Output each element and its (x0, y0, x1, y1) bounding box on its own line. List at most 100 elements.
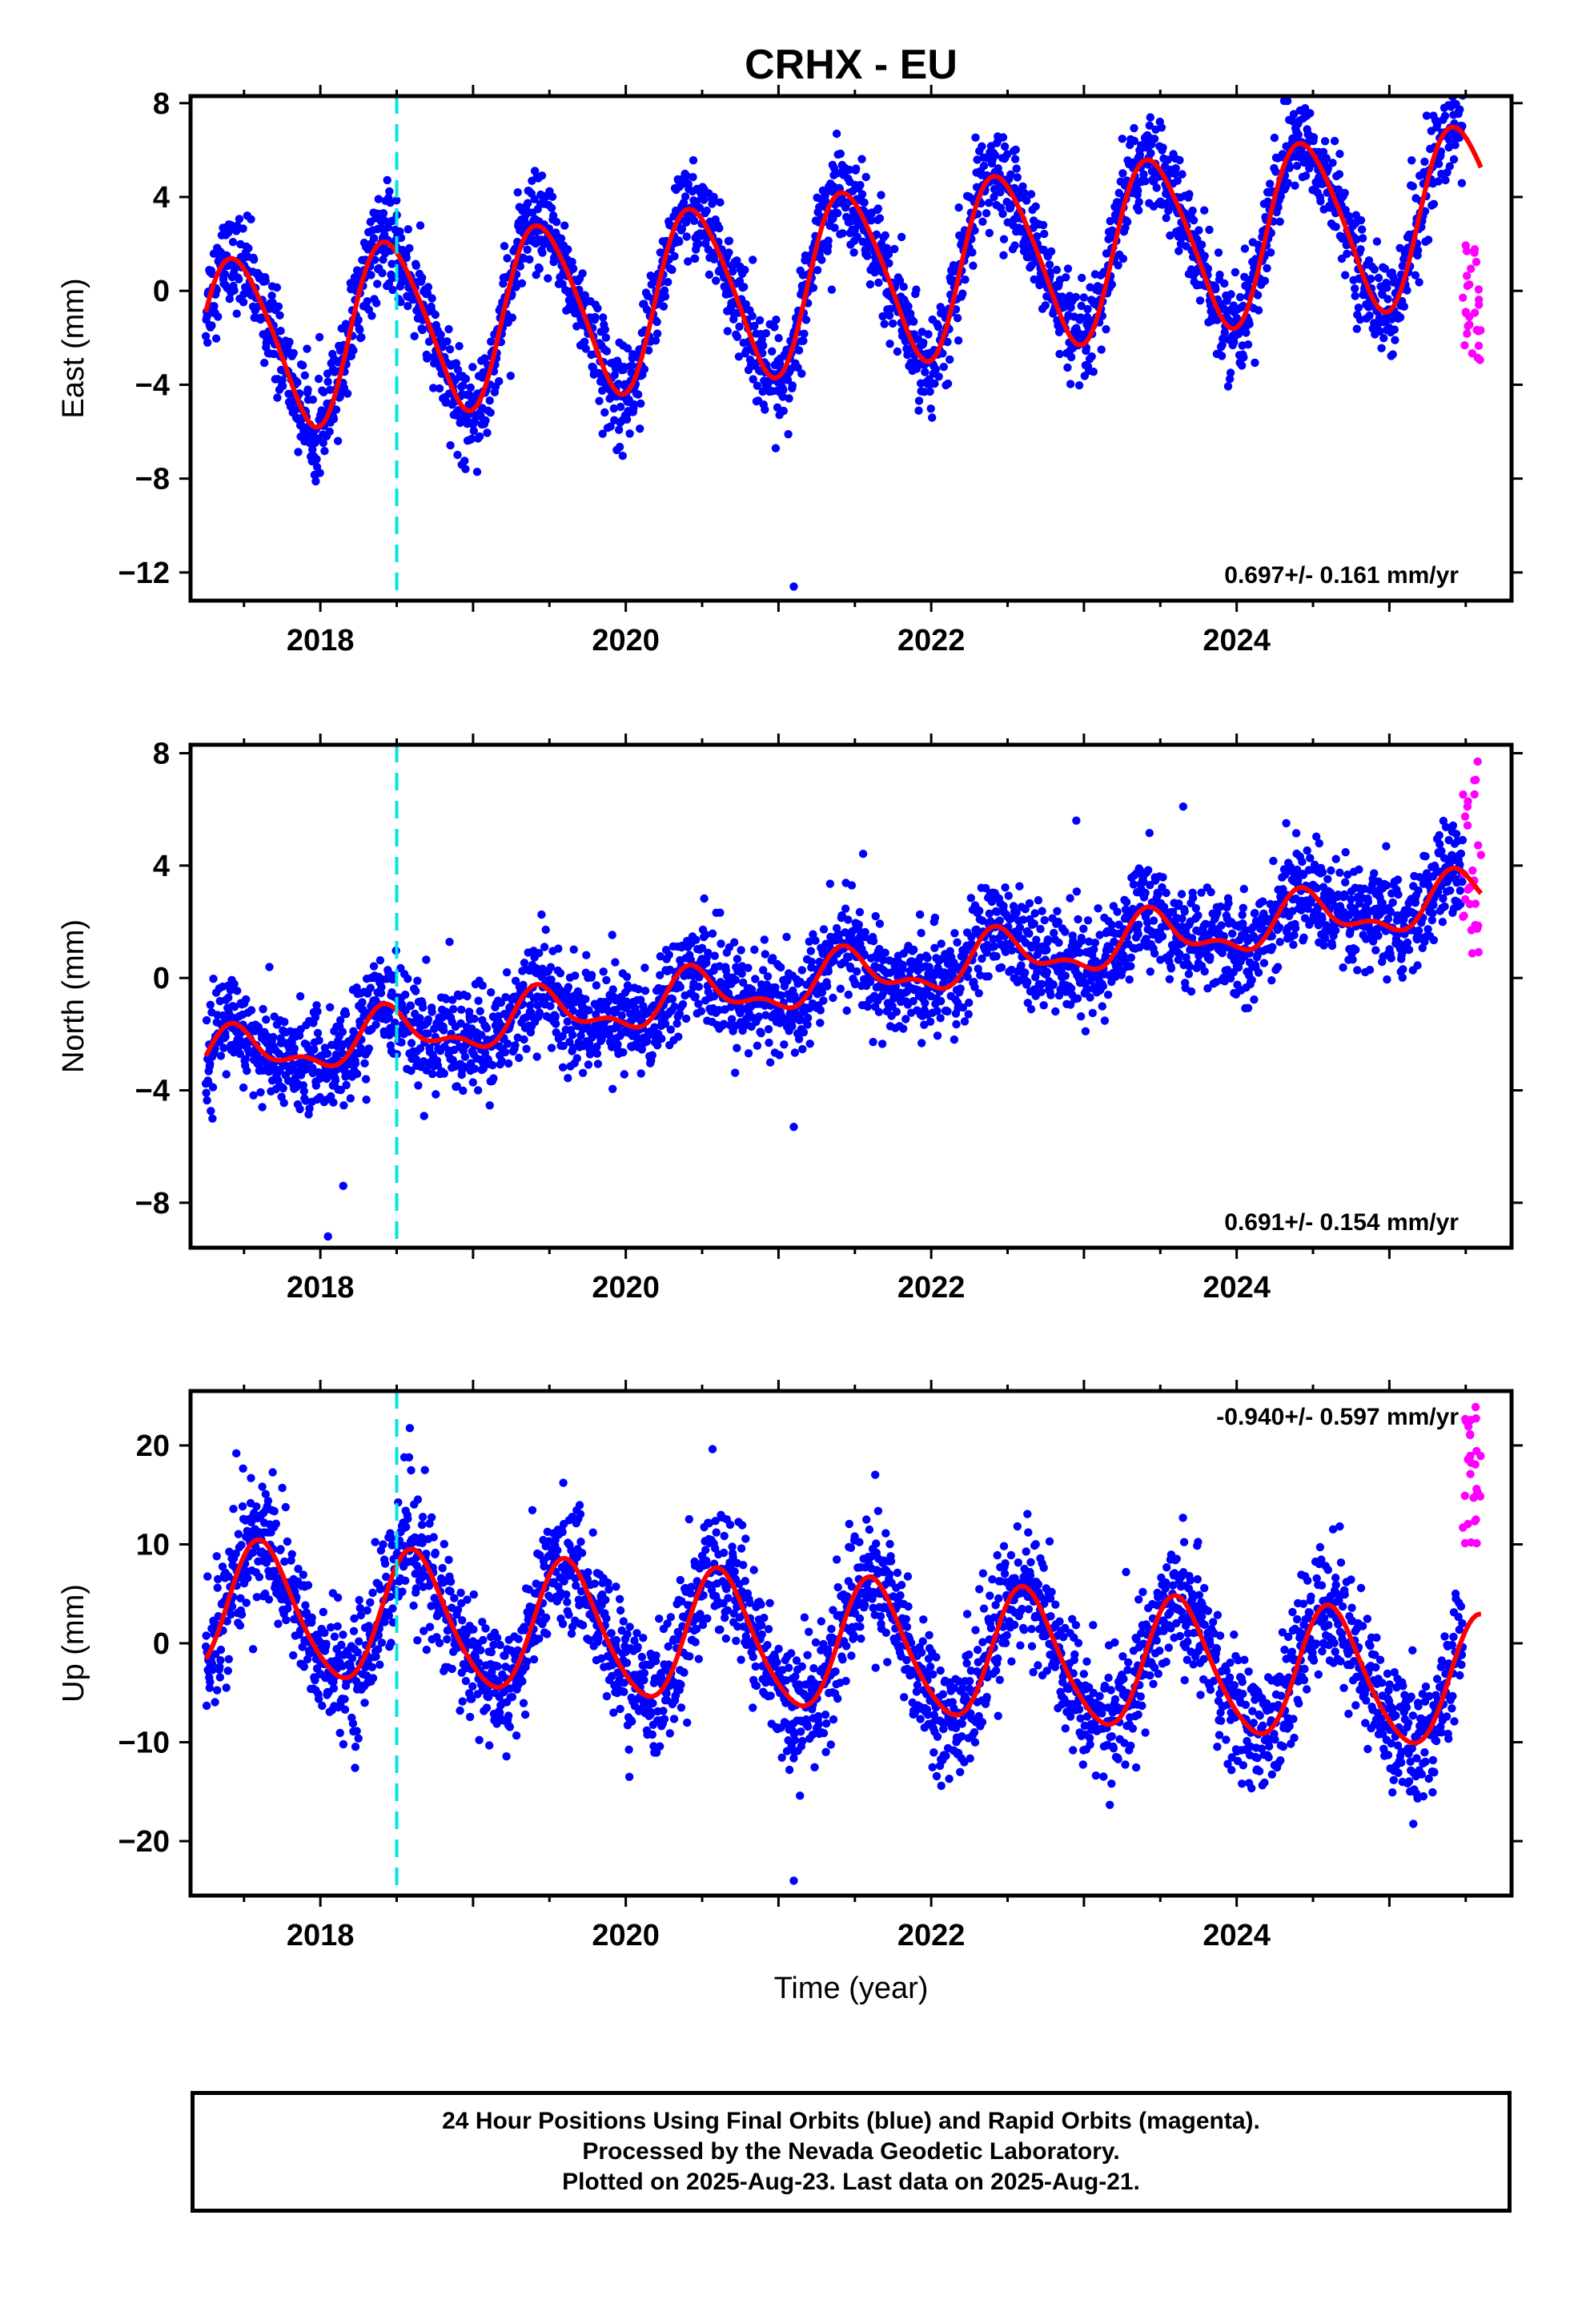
east-position-point (1040, 229, 1049, 239)
east-position-point (1383, 283, 1391, 292)
north-position-point (871, 911, 880, 921)
north-position-point (764, 1025, 773, 1034)
east-position-point (481, 416, 490, 425)
east-position-point (513, 188, 522, 197)
east-position-point (1278, 150, 1287, 159)
east-position-point (670, 251, 679, 261)
north-position-point (239, 1083, 248, 1092)
north-position-point (249, 1091, 258, 1100)
north-position-point (449, 1005, 458, 1014)
east-y-tick-label: 0 (153, 275, 170, 308)
east-position-point (230, 286, 239, 295)
east-position-point (485, 396, 494, 405)
north-position-point (1090, 945, 1098, 954)
east-position-point (799, 336, 808, 345)
east-position-point (1395, 313, 1405, 322)
north-position-point (1086, 993, 1094, 1002)
east-position-point (903, 351, 912, 360)
east-position-point (1107, 280, 1117, 289)
east-position-point (998, 209, 1007, 219)
east-position-point (684, 257, 693, 266)
north-position-point (208, 1083, 218, 1092)
north-position-point (1078, 936, 1086, 946)
east-position-point (990, 192, 998, 202)
east-position-point (1407, 156, 1416, 165)
east-rapid-point (1463, 271, 1472, 280)
east-position-point (741, 265, 749, 275)
east-position-point (1357, 225, 1367, 234)
east-position-point (1434, 177, 1443, 186)
east-position-point (1203, 264, 1213, 273)
east-position-point (725, 248, 733, 257)
north-position-point (975, 907, 984, 915)
east-y-tick-label: −4 (135, 368, 170, 402)
east-position-point (1188, 206, 1197, 215)
east-position-point (1118, 254, 1128, 263)
east-position-point (315, 332, 324, 342)
east-position-point (1251, 358, 1259, 368)
north-position-point (777, 991, 785, 1000)
north-position-point (751, 975, 760, 983)
east-position-point (1341, 206, 1350, 215)
north-position-point (775, 1051, 784, 1059)
north-position-point (825, 879, 835, 888)
east-position-point (1134, 198, 1143, 207)
east-position-point (1214, 248, 1223, 257)
east-position-point (1331, 223, 1340, 231)
north-position-point (608, 1084, 617, 1094)
north-position-point (1032, 935, 1041, 944)
north-position-point (581, 995, 590, 1003)
east-position-point (1006, 170, 1015, 179)
north-position-point (936, 1014, 945, 1023)
north-position-point (692, 935, 701, 944)
north-position-point (1098, 1002, 1107, 1011)
east-x-tick-label: 2020 (592, 624, 660, 657)
east-position-point (207, 321, 216, 330)
north-position-point (794, 1035, 804, 1043)
north-position-point (1143, 918, 1152, 927)
east-position-point (836, 149, 845, 159)
east-position-point (699, 195, 709, 204)
east-position-point (715, 223, 724, 233)
north-position-point (401, 990, 410, 999)
east-y-tick-label: −12 (118, 557, 170, 590)
north-position-point (1073, 994, 1082, 1003)
north-position-point (564, 983, 573, 991)
north-position-point (697, 943, 707, 953)
east-position-point (1356, 245, 1365, 254)
east-position-point (438, 343, 447, 352)
east-position-point (1218, 340, 1227, 349)
east-position-point (953, 314, 962, 323)
east-rapid-point (1459, 293, 1468, 302)
east-position-point (285, 337, 294, 347)
north-position-point (656, 952, 665, 961)
north-position-point (953, 938, 962, 947)
north-position-point (407, 1039, 416, 1047)
north-position-point (206, 1000, 215, 1010)
north-position-point (305, 1104, 314, 1113)
north-position-point (397, 1038, 406, 1047)
east-position-point (1226, 368, 1235, 377)
north-position-point (1030, 919, 1038, 928)
east-position-point (712, 276, 721, 285)
east-position-point (593, 304, 602, 313)
east-position-point (833, 209, 842, 218)
east-position-point (525, 255, 534, 264)
east-position-point (294, 448, 303, 456)
north-position-point (845, 953, 853, 962)
north-position-point (488, 1060, 497, 1070)
east-position-point (1253, 291, 1263, 300)
east-position-point (453, 450, 462, 460)
east-position-point (1266, 179, 1275, 188)
north-position-point (909, 997, 917, 1006)
north-position-point (385, 1031, 394, 1039)
north-position-point (1017, 961, 1026, 970)
east-position-point (748, 312, 757, 320)
east-position-point (325, 427, 334, 436)
north-position-point (230, 979, 239, 988)
east-position-point (1195, 296, 1205, 305)
east-position-point (1355, 315, 1365, 324)
east-position-point (1440, 111, 1450, 120)
east-position-point (1343, 249, 1351, 259)
east-position-point (1079, 293, 1089, 302)
